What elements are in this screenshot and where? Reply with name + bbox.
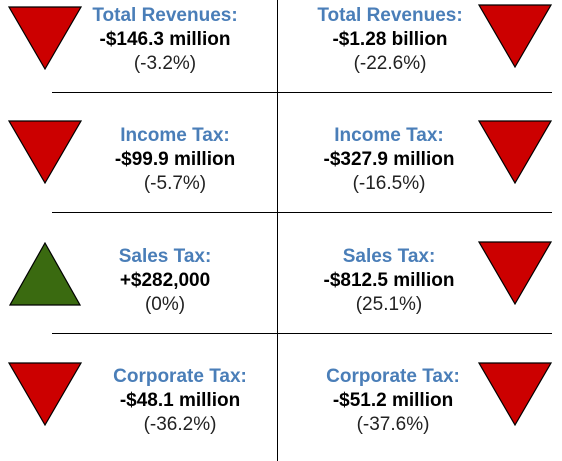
metric-amount: +$282,000	[119, 270, 211, 291]
metric-label: Total Revenues:	[317, 5, 463, 26]
decrease-triangle-icon	[478, 4, 552, 68]
metric-label: Sales Tax:	[342, 246, 436, 267]
decrease-triangle-icon	[8, 6, 82, 70]
metric-percent: (-5.7%)	[143, 173, 207, 194]
metric-label: Income Tax:	[334, 125, 444, 146]
metric-percent: (-22.6%)	[353, 53, 427, 74]
metric-label: Total Revenues:	[92, 5, 238, 26]
metric-percent: (25.1%)	[355, 294, 423, 315]
metric-label: Income Tax:	[120, 125, 230, 146]
metric-percent: (0%)	[144, 294, 186, 315]
metric-percent: (-16.5%)	[352, 173, 426, 194]
metric-amount: -$99.9 million	[114, 149, 236, 170]
metric-amount: -$51.2 million	[332, 390, 454, 411]
row-divider-2	[52, 212, 552, 213]
metric-amount: -$812.5 million	[323, 270, 455, 291]
metric-amount: -$327.9 million	[323, 149, 455, 170]
decrease-triangle-icon	[478, 362, 552, 426]
decrease-triangle-icon	[478, 241, 552, 305]
metric-label: Corporate Tax:	[113, 366, 247, 387]
row-divider-1	[52, 92, 552, 93]
metric-label: Corporate Tax:	[326, 366, 460, 387]
decrease-triangle-icon	[478, 120, 552, 184]
metric-amount: -$146.3 million	[99, 29, 231, 50]
decrease-triangle-icon	[8, 120, 82, 184]
center-divider	[277, 0, 278, 461]
increase-triangle-icon	[9, 242, 81, 306]
metric-label: Sales Tax:	[118, 246, 212, 267]
metric-amount: -$48.1 million	[119, 390, 241, 411]
metric-percent: (-37.6%)	[356, 414, 430, 435]
metric-percent: (-36.2%)	[143, 414, 217, 435]
metric-amount: -$1.28 billion	[332, 29, 448, 50]
metric-percent: (-3.2%)	[133, 53, 197, 74]
row-divider-3	[52, 333, 552, 334]
decrease-triangle-icon	[8, 362, 82, 426]
